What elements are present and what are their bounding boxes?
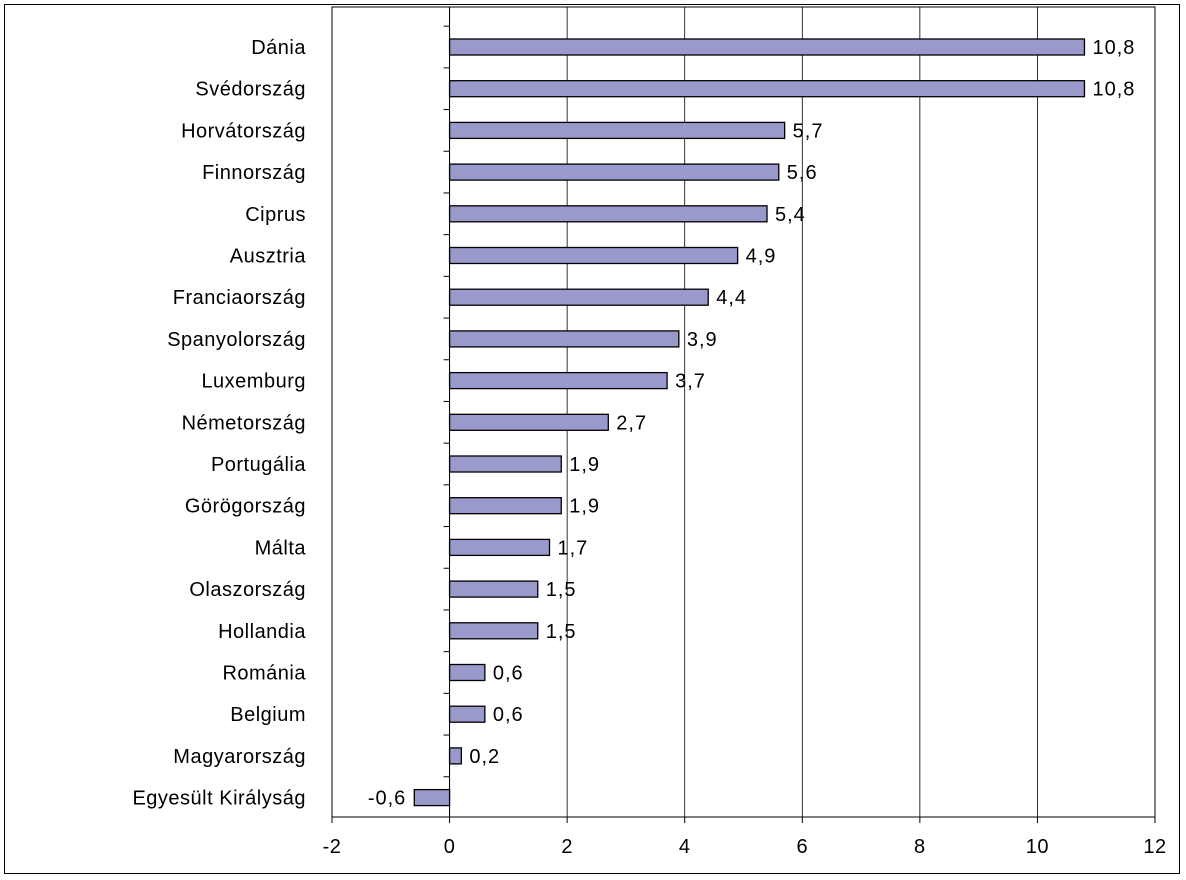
- labels: -2 0 2 4 6 8 10 12 Dánia 10,8 Svédország 10,8 Horvát…: [132, 37, 1166, 858]
- data-label: 1,5: [546, 579, 577, 601]
- category-label: Ausztria: [230, 246, 307, 268]
- plot-area-border: [331, 6, 1156, 818]
- x-tick-label: 0: [444, 836, 456, 858]
- data-label: 10,8: [1092, 79, 1135, 101]
- bar: [448, 413, 609, 431]
- bar: [448, 205, 768, 223]
- category-label: Portugália: [211, 454, 306, 476]
- data-label: 5,6: [787, 162, 818, 184]
- bar: [448, 705, 486, 723]
- category-label: Egyesült Királyság: [132, 788, 306, 810]
- data-label: 4,4: [716, 287, 747, 309]
- category-label: Spanyolország: [167, 329, 306, 351]
- bar: [448, 371, 668, 390]
- x-tick-label: 4: [679, 836, 691, 858]
- data-label: 1,9: [569, 454, 600, 476]
- bar: [448, 330, 680, 348]
- category-label: Franciaország: [173, 287, 306, 309]
- data-label: 10,8: [1092, 37, 1135, 59]
- bar: [448, 163, 780, 181]
- category-label: Görögország: [185, 496, 306, 518]
- axes: [331, 6, 1156, 823]
- bar: [448, 663, 486, 682]
- x-tick-label: 8: [914, 836, 926, 858]
- data-label: 5,7: [793, 120, 824, 142]
- chart-frame: [4, 4, 1180, 874]
- x-tick-label: 12: [1143, 836, 1166, 858]
- data-label: 1,5: [546, 621, 577, 643]
- bar: [448, 121, 786, 140]
- x-tick-label: 6: [796, 836, 808, 858]
- x-tick-label: 2: [561, 836, 573, 858]
- data-label: 0,2: [469, 746, 500, 768]
- data-label: 0,6: [493, 663, 524, 685]
- bar: [448, 747, 462, 765]
- x-tick-label: -2: [323, 836, 342, 858]
- category-label: Hollandia: [218, 621, 306, 643]
- bar: [448, 622, 539, 640]
- category-label: Magyarország: [173, 746, 306, 768]
- data-label: 4,9: [746, 246, 777, 268]
- category-label: Luxemburg: [201, 371, 306, 393]
- bar: [448, 497, 562, 515]
- data-label: 1,7: [558, 537, 589, 559]
- data-label: 1,9: [569, 496, 600, 518]
- category-label: Málta: [255, 537, 307, 559]
- data-label: 2,7: [616, 412, 647, 434]
- bars: [413, 38, 1086, 807]
- bar: [448, 38, 1086, 56]
- category-label: Németország: [182, 412, 306, 434]
- bar: [448, 455, 562, 473]
- data-label: 3,9: [687, 329, 718, 351]
- category-label: Románia: [222, 663, 306, 685]
- bar: [413, 788, 451, 807]
- data-label: -0,6: [368, 788, 406, 810]
- data-label: 0,6: [493, 704, 524, 726]
- bar: [448, 80, 1086, 98]
- category-label: Olaszország: [189, 579, 306, 601]
- category-label: Belgium: [230, 704, 306, 726]
- category-label: Finnország: [202, 162, 306, 184]
- data-label: 5,4: [775, 204, 806, 226]
- category-label: Dánia: [251, 37, 306, 59]
- bar: [448, 246, 739, 265]
- bar: [448, 538, 551, 557]
- bar: [448, 580, 539, 598]
- category-label: Ciprus: [245, 204, 306, 226]
- category-label: Svédország: [195, 79, 306, 101]
- data-label: 3,7: [675, 371, 706, 393]
- x-tick-label: 10: [1026, 836, 1049, 858]
- category-label: Horvátország: [181, 120, 306, 142]
- bar: [448, 288, 709, 306]
